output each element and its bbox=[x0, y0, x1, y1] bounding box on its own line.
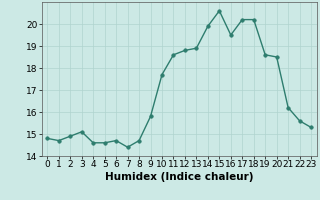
X-axis label: Humidex (Indice chaleur): Humidex (Indice chaleur) bbox=[105, 172, 253, 182]
